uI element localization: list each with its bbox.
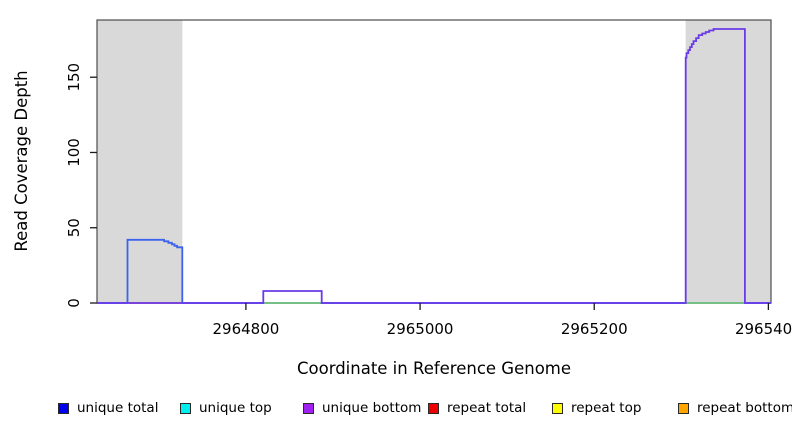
plot-box	[96, 19, 772, 304]
y-tick-label: 0	[65, 298, 83, 308]
x-tick-label: 2965200	[561, 320, 628, 338]
legend-swatch-repeat-top	[552, 402, 563, 414]
legend-swatch-unique-total	[58, 402, 69, 414]
y-tick-label: 50	[65, 218, 83, 237]
legend-swatch-repeat-total	[428, 402, 439, 414]
legend-label: unique top	[199, 400, 272, 416]
legend-item-repeat-bottom: repeat bottom	[678, 398, 792, 418]
series-line-unique-total	[97, 238, 771, 304]
legend-label: repeat total	[447, 400, 527, 416]
series-lines	[97, 28, 771, 304]
series-line-unique-bottom	[97, 28, 771, 304]
legend-swatch-repeat-bottom	[678, 402, 689, 414]
x-tick-label: 2965000	[387, 320, 454, 338]
axis-ticks	[90, 76, 770, 310]
legend-label: unique bottom	[322, 400, 422, 416]
shaded-regions	[97, 20, 771, 303]
y-tick-label: 100	[65, 138, 83, 167]
legend-swatch-unique-bottom	[303, 402, 314, 414]
legend-label: unique total	[77, 400, 159, 416]
legend: unique total unique top unique bottom repea…	[0, 398, 792, 420]
shaded-region-0	[97, 20, 183, 303]
legend-item-repeat-total: repeat total	[428, 398, 526, 418]
plot-frame	[96, 19, 772, 304]
x-tick-label: 2964800	[213, 320, 280, 338]
y-tick-label: 150	[65, 63, 83, 92]
legend-item-unique-bottom: unique bottom	[303, 398, 421, 418]
legend-item-repeat-top: repeat top	[552, 398, 641, 418]
legend-item-unique-total: unique total	[58, 398, 158, 418]
legend-label: repeat bottom	[697, 400, 792, 416]
legend-item-unique-top: unique top	[180, 398, 272, 418]
legend-label: repeat top	[571, 400, 642, 416]
x-axis-title: Coordinate in Reference Genome	[296, 359, 572, 378]
legend-swatch-unique-top	[180, 402, 191, 414]
shaded-region-1	[685, 20, 771, 303]
y-axis-title: Read Coverage Depth	[12, 70, 31, 251]
